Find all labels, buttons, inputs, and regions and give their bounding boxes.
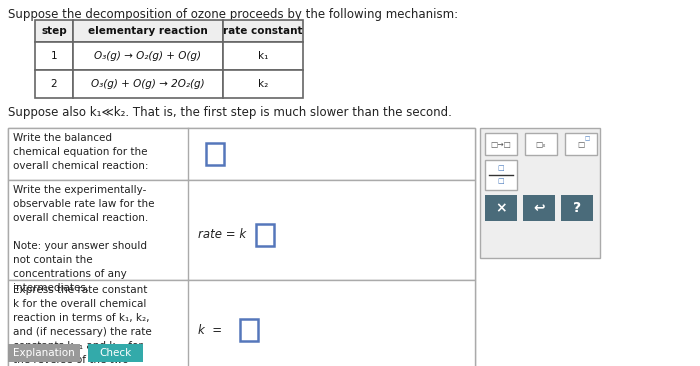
Text: k₂: k₂ (258, 79, 268, 89)
Text: ↩: ↩ (533, 201, 545, 215)
Bar (565, 133, 597, 155)
Text: ×: × (495, 201, 507, 215)
Text: O₃(g) → O₂(g) + O(g): O₃(g) → O₂(g) + O(g) (94, 51, 202, 61)
Bar (561, 195, 593, 221)
Text: Suppose also k₁≪k₂. That is, the first step is much slower than the second.: Suppose also k₁≪k₂. That is, the first s… (8, 106, 452, 119)
Text: 1: 1 (50, 51, 57, 61)
Text: □: □ (584, 137, 589, 142)
Bar (8, 128, 475, 180)
Bar (8, 344, 80, 362)
Text: O₃(g) + O(g) → 2O₂(g): O₃(g) + O(g) → 2O₂(g) (91, 79, 205, 89)
Bar (35, 70, 73, 98)
Bar (73, 70, 223, 98)
Text: ?: ? (573, 201, 581, 215)
Text: Write the experimentally-
observable rate law for the
overall chemical reaction.: Write the experimentally- observable rat… (13, 185, 155, 293)
Text: Check: Check (99, 348, 132, 358)
Text: □→□: □→□ (491, 139, 512, 149)
Text: Explanation: Explanation (13, 348, 75, 358)
Bar (525, 133, 557, 155)
Bar (8, 128, 475, 366)
Text: k  =: k = (198, 324, 222, 336)
Bar (35, 20, 73, 42)
Text: elementary reaction: elementary reaction (88, 26, 208, 36)
Text: □: □ (498, 178, 504, 184)
Bar (73, 20, 223, 42)
Text: Express the rate constant
k for the overall chemical
reaction in terms of k₁, k₂: Express the rate constant k for the over… (13, 285, 152, 366)
Bar (256, 224, 274, 246)
Bar (206, 143, 224, 165)
Text: 2: 2 (50, 79, 57, 89)
Bar (8, 280, 475, 366)
Bar (223, 20, 303, 42)
Bar (88, 344, 143, 362)
Bar (35, 42, 73, 70)
Bar (523, 195, 555, 221)
Text: □: □ (498, 165, 504, 171)
Text: □: □ (578, 141, 584, 149)
Text: □ₓ: □ₓ (536, 139, 546, 149)
Bar (485, 133, 517, 155)
Bar (485, 195, 517, 221)
Text: Suppose the decomposition of ozone proceeds by the following mechanism:: Suppose the decomposition of ozone proce… (8, 8, 458, 21)
Text: Write the balanced
chemical equation for the
overall chemical reaction:: Write the balanced chemical equation for… (13, 133, 148, 171)
Text: rate = k: rate = k (198, 228, 246, 242)
Bar (485, 160, 517, 190)
Text: k₁: k₁ (258, 51, 268, 61)
Text: step: step (41, 26, 67, 36)
Bar (480, 128, 600, 258)
Bar (240, 319, 258, 341)
Bar (223, 70, 303, 98)
Bar (8, 180, 475, 280)
Bar (223, 42, 303, 70)
Text: rate constant: rate constant (223, 26, 302, 36)
Bar (73, 42, 223, 70)
